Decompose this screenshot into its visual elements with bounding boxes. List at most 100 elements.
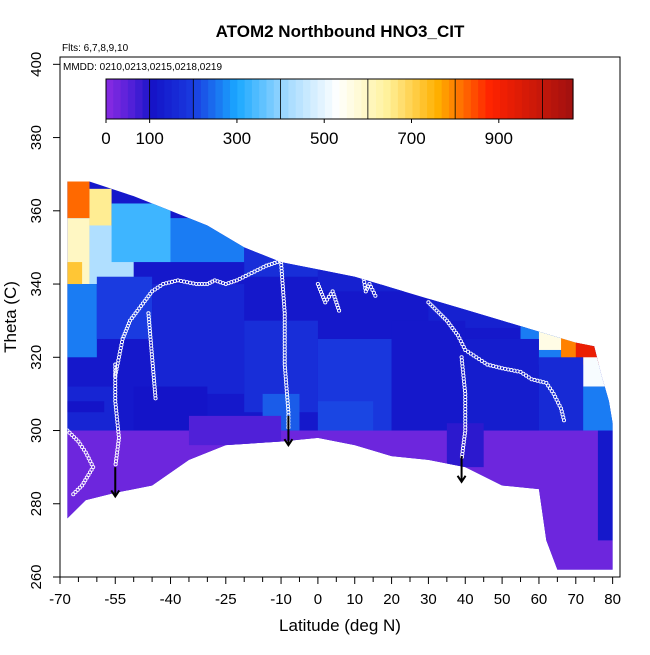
colorbar-swatch (127, 79, 136, 119)
colorbar-swatch (266, 79, 275, 119)
sample-point (518, 369, 523, 374)
colorbar-swatch (303, 79, 311, 119)
colorbar-swatch (368, 79, 377, 119)
colorbar-swatch (295, 79, 304, 119)
sample-point (396, 267, 401, 272)
sample-point (430, 304, 435, 309)
sample-point (69, 432, 74, 437)
x-tick-label: -70 (49, 591, 71, 608)
sample-point (73, 489, 78, 495)
colorbar-swatch (558, 79, 567, 119)
sample-point (428, 302, 433, 307)
sample-point (411, 267, 416, 272)
down-arrows (110, 415, 467, 499)
colorbar-swatch (200, 79, 209, 119)
sample-point (67, 428, 70, 433)
sample-point (440, 314, 445, 319)
colorbar-tick-label: 500 (310, 129, 338, 148)
x-tick-label: 0 (314, 591, 322, 608)
sample-point (81, 447, 86, 452)
colorbar-swatch (149, 79, 158, 119)
field-cell (67, 181, 90, 219)
sample-point (546, 383, 551, 388)
chart-title: ATOM2 Northbound HNO3_CIT (216, 22, 465, 41)
colorbar-swatch (441, 79, 450, 119)
colorbar-swatch (536, 79, 545, 119)
colorbar-swatch (448, 79, 457, 119)
colorbar-tick-label: 0 (101, 129, 110, 148)
colorbar-swatch (470, 79, 479, 119)
colorbar-swatch (288, 79, 297, 119)
colorbar-swatch (208, 79, 217, 119)
plot-frame (59, 56, 621, 578)
x-tick-label: 20 (383, 591, 400, 608)
colorbar-swatch (193, 79, 202, 119)
colorbar-swatch (237, 79, 246, 119)
sample-point (416, 269, 421, 274)
sample-point (80, 483, 85, 488)
colorbar-swatch (456, 79, 465, 119)
sample-point (482, 360, 487, 365)
colorbar-swatch (251, 79, 260, 119)
sample-point (414, 268, 419, 273)
sample-point (479, 358, 484, 363)
field-cell (391, 320, 466, 431)
colorbar-swatch (186, 79, 195, 119)
colorbar-swatch (142, 79, 151, 119)
sample-point (438, 312, 443, 317)
sample-point (474, 355, 479, 360)
x-tick-label: 50 (494, 591, 511, 608)
colorbar-swatch (434, 79, 443, 119)
field-cell (170, 218, 245, 263)
sample-point (373, 293, 378, 298)
sample-point (561, 418, 567, 423)
field-cell (67, 284, 97, 358)
colorbar-swatch (521, 79, 530, 119)
sample-point (526, 375, 531, 380)
down-arrow-head (456, 475, 467, 484)
field-cell (111, 203, 171, 263)
colorbar-swatch (171, 79, 180, 119)
sample-point (326, 294, 331, 299)
colorbar-swatch (354, 79, 362, 119)
dates-note: MMDD: 0210,0213,0215,0218,0219 (63, 62, 222, 73)
field-cell (317, 401, 374, 431)
y-tick-label: 280 (28, 491, 45, 516)
colorbar-swatch (375, 79, 384, 119)
colorbar-swatch (565, 79, 574, 119)
colorbar-tick-label: 100 (135, 129, 163, 148)
colorbar-swatch (551, 79, 560, 119)
field-cell (465, 338, 539, 431)
colorbar-tick-label: 900 (485, 129, 513, 148)
colorbar-swatch (529, 79, 538, 119)
colorbar-swatch (273, 79, 282, 119)
sample-point (401, 276, 406, 281)
colorbar-swatch (405, 79, 414, 119)
sample-point (155, 285, 160, 290)
colorbar-swatch (427, 79, 435, 119)
colorbar-swatch (178, 79, 187, 119)
colorbar-swatch (485, 79, 494, 119)
x-tick-label: -25 (215, 591, 237, 608)
colorbar-swatch (317, 79, 326, 119)
colorbar-swatch (507, 79, 516, 119)
sample-point (524, 373, 529, 378)
sample-point (442, 316, 447, 321)
sample-point (280, 257, 285, 262)
sample-point (398, 270, 403, 275)
colorbar-swatch (478, 79, 487, 119)
sample-point (463, 347, 468, 353)
sample-point (547, 386, 553, 391)
y-axis: 260 280 300 320 340 360 380 400 (28, 52, 60, 590)
colorbar-swatch (390, 79, 399, 119)
colorbar-swatch (244, 79, 253, 119)
colorbar-swatch (514, 79, 523, 119)
y-tick-label: 300 (28, 418, 45, 443)
colorbar-swatch (113, 79, 122, 119)
sample-point (471, 353, 476, 358)
x-tick-label: 70 (567, 591, 584, 608)
colorbar-swatch (543, 79, 552, 119)
y-tick-label: 340 (28, 272, 45, 297)
colorbar-swatch (120, 79, 129, 119)
